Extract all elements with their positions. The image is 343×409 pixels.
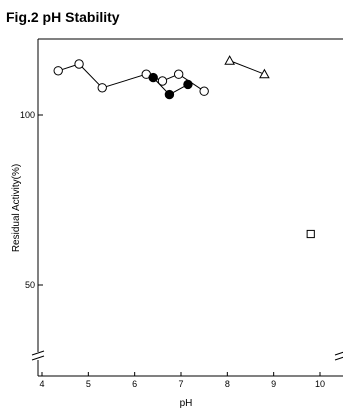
series-line [229, 60, 265, 75]
data-point [224, 55, 235, 65]
axis-break-line [334, 356, 343, 361]
data-point [199, 86, 209, 96]
series-open-circle [53, 59, 209, 96]
x-tick-label: 6 [132, 379, 137, 389]
axis-break-gap [32, 352, 44, 360]
plot-frame [31, 38, 343, 377]
axis-break-line [31, 355, 45, 361]
series-filled-circle [148, 72, 193, 100]
data-point [97, 83, 107, 93]
axis-break-line [31, 350, 45, 356]
data-point [157, 76, 168, 86]
y-axis-break [31, 350, 45, 361]
axis-labels: 4 5 6 7 8 9 10 100 50 pH Residual Activity(%) [11, 110, 325, 409]
data-point [148, 72, 158, 83]
x-tick-label: 9 [271, 379, 276, 389]
x-tick-label: 4 [39, 379, 44, 389]
data-point [164, 89, 175, 100]
x-tick-label: 7 [178, 379, 183, 389]
right-axis-break [334, 351, 343, 361]
chart-title: Fig.2 pH Stability [6, 9, 120, 25]
y-tick-label: 50 [25, 280, 35, 290]
data-point [53, 66, 63, 76]
axis-break-gap [335, 352, 343, 360]
y-tick-label: 100 [20, 110, 35, 120]
x-tick-label: 5 [86, 379, 91, 389]
data-point [306, 229, 315, 239]
x-axis-label: pH [180, 398, 193, 409]
series-open-square [306, 229, 315, 239]
data-point [74, 59, 84, 69]
x-tick-label: 10 [315, 379, 325, 389]
y-axis-label: Residual Activity(%) [11, 164, 22, 252]
x-tick-label: 8 [225, 379, 230, 389]
series-layer [53, 55, 315, 239]
series-open-triangle [224, 55, 270, 79]
axis-break-line [334, 351, 343, 356]
data-point [183, 79, 193, 90]
axis-ticks [38, 114, 321, 376]
data-point [173, 69, 184, 79]
data-point [259, 68, 270, 79]
